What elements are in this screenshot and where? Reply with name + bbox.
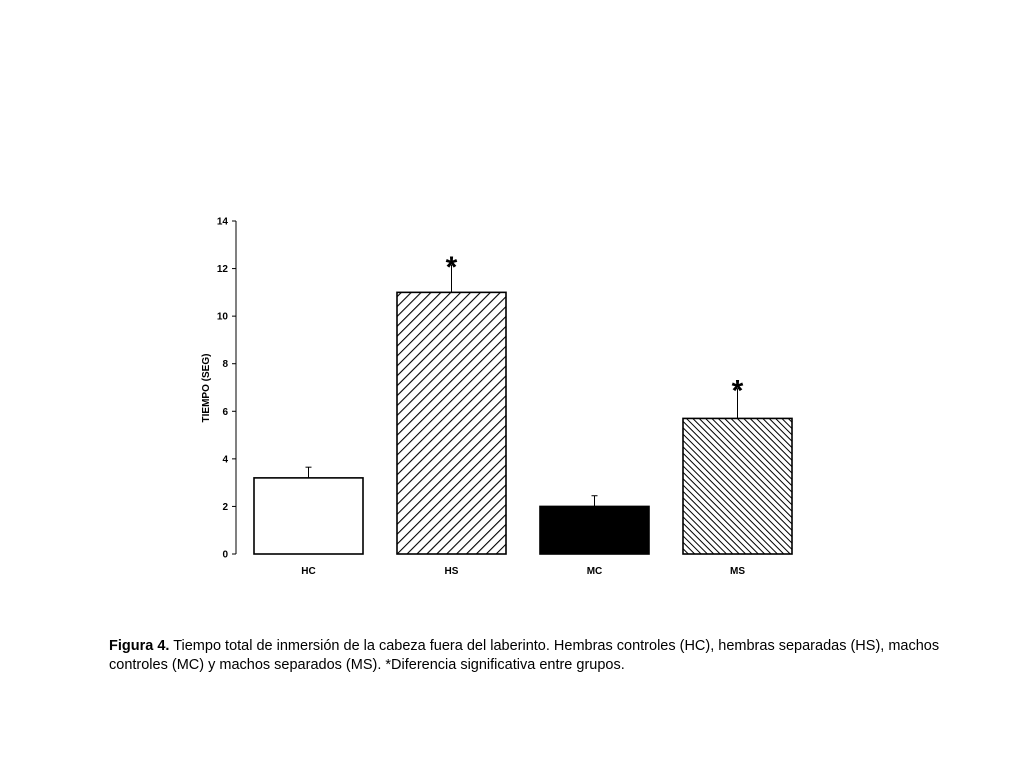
significance-marker-hs: * (446, 251, 458, 284)
y-tick-label-0: 0 (222, 550, 228, 561)
bar-hc (253, 477, 364, 555)
x-category-label-mc: MC (587, 566, 603, 577)
axes: 0 2 4 6 8 10 12 14 (217, 217, 237, 561)
y-tick-label-4: 4 (222, 454, 228, 465)
y-tick-label-8: 8 (222, 359, 228, 370)
caption-label: Figura 4. (109, 638, 170, 654)
caption-text: Tiempo total de inmersión de la cabeza f… (109, 638, 940, 673)
bars: HC * HS MC * MS (253, 251, 793, 577)
bar-mc (539, 505, 650, 555)
bar-hs (396, 291, 507, 555)
x-category-label-hc: HC (301, 566, 315, 577)
y-axis-title: TIEMPO (SEG) (201, 354, 212, 423)
y-tick-label-2: 2 (222, 502, 228, 513)
bar-ms (682, 417, 793, 555)
figure-caption: Figura 4. Tiempo total de inmersión de l… (109, 637, 969, 675)
x-category-label-hs: HS (445, 566, 459, 577)
y-tick-label-12: 12 (217, 264, 229, 275)
y-tick-label-14: 14 (217, 217, 229, 228)
bar-chart: 0 2 4 6 8 10 12 14 HC * HS MC * MS TIEMPO (SEG) (201, 217, 793, 577)
significance-marker-ms: * (732, 375, 744, 408)
x-category-label-ms: MS (730, 566, 745, 577)
y-tick-label-6: 6 (222, 407, 228, 418)
y-tick-label-10: 10 (217, 312, 229, 323)
